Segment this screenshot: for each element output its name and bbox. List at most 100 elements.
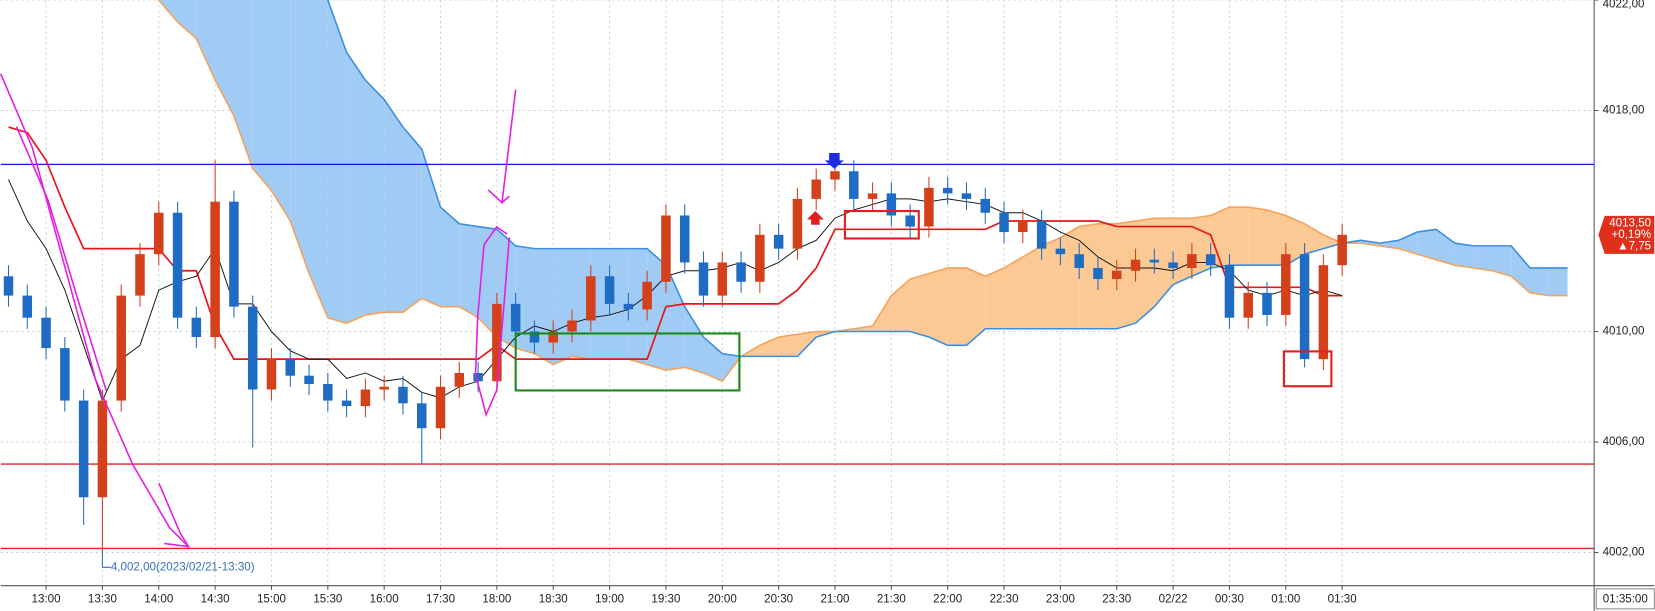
cloud-fill [384, 99, 403, 313]
candle-body [1036, 221, 1047, 249]
cloud-fill [628, 248, 648, 365]
cursor-time-box [1595, 588, 1655, 610]
candle-body [886, 193, 897, 216]
x-tick-label: 19:00 [595, 592, 624, 605]
cloud-fill [309, 0, 328, 318]
candle-body [698, 262, 709, 296]
candle-body [3, 276, 14, 296]
candle-body [604, 276, 615, 304]
y-tick-label: 4006,00 [1603, 435, 1645, 448]
candle-body [22, 295, 33, 318]
low-marker-line [101, 552, 111, 568]
cloud-fill [684, 306, 704, 373]
price-tag [1598, 215, 1655, 254]
x-tick-label: 15:30 [313, 592, 342, 605]
candle-body [191, 317, 202, 338]
candle-body [285, 359, 296, 376]
candle-body [323, 384, 333, 401]
cloud-fill [1041, 237, 1061, 329]
candle-body [1074, 254, 1084, 268]
kijun-line [8, 126, 1343, 360]
candle-body [229, 201, 239, 307]
candle-body [135, 254, 145, 296]
cloud-fill [290, 0, 310, 274]
candle-body [1018, 221, 1028, 233]
candle-body [755, 234, 765, 282]
candle-body [811, 179, 821, 199]
candle-body [341, 400, 352, 407]
cloud-fill [1267, 209, 1286, 266]
cloud-fill [778, 334, 798, 357]
candle-body [116, 295, 126, 401]
cloud-fill [215, 0, 234, 117]
x-tick-label: 21:30 [877, 592, 906, 605]
x-tick-label: 22:30 [990, 592, 1019, 605]
x-tick-label: 02/22 [1159, 592, 1188, 605]
trend-line [15, 126, 107, 391]
candle-body [679, 215, 690, 263]
cloud-fill [1004, 256, 1023, 329]
candle-body [736, 262, 746, 282]
drawings [0, 73, 1333, 548]
candle-body [1187, 254, 1197, 268]
candle-body [78, 400, 89, 498]
candle-body [586, 276, 596, 321]
signal-arrow-up [806, 211, 824, 225]
cloud-fill [1454, 243, 1474, 268]
cloud-fill [233, 0, 253, 169]
cloud-fill [1173, 218, 1192, 285]
x-tick-label: 21:00 [820, 592, 849, 605]
cursor-time: 01:35:00 [1603, 592, 1648, 605]
candle-body [1093, 267, 1103, 280]
candle-body [642, 281, 652, 310]
candle-body [1130, 259, 1141, 271]
candle-body [1299, 254, 1310, 360]
candle-body [454, 372, 465, 387]
box-highlight [843, 209, 920, 240]
x-tick-label: 01:00 [1271, 592, 1300, 605]
candle-body [360, 389, 371, 407]
candle-body [924, 187, 934, 227]
cloud-fill [1304, 223, 1324, 255]
x-tick-label: 14:00 [144, 592, 173, 605]
span-b-line [326, 0, 1568, 358]
candle-body [1055, 248, 1066, 255]
cloud-fill [910, 273, 929, 338]
cloud-fill [759, 337, 779, 357]
candle-body [999, 212, 1009, 233]
x-tick-label: 13:30 [88, 592, 117, 605]
y-tick-label: 4010,00 [1603, 325, 1645, 338]
candle-body [1224, 265, 1235, 318]
cloud-fill [177, 0, 197, 39]
cloud-fill [271, 0, 291, 222]
candle-body [1318, 265, 1329, 360]
box-highlight [1282, 350, 1333, 388]
candle-body [210, 201, 220, 338]
y-tick-label: 4018,00 [1603, 104, 1645, 117]
candle-body [379, 386, 389, 390]
x-tick-label: 23:00 [1046, 592, 1075, 605]
cloud-fill [797, 331, 817, 357]
x-tick-label: 22:00 [933, 592, 962, 605]
x-tick-label: 23:30 [1102, 592, 1131, 605]
cloud-fill [1248, 207, 1268, 266]
candle-body [623, 303, 634, 310]
x-tick-label: 20:30 [764, 592, 793, 605]
cloud-fill [402, 127, 422, 313]
cloud-fill [365, 80, 385, 315]
candle-body [510, 303, 521, 332]
cloud-fill [1529, 267, 1549, 296]
candle-body [398, 386, 408, 404]
candle-body [1337, 234, 1347, 266]
cloud-fill [1022, 245, 1042, 329]
candle-body [867, 193, 878, 199]
cloud-fill [703, 337, 723, 382]
cloud-fill [1548, 267, 1568, 296]
candle-body [567, 320, 577, 332]
candle-body [961, 193, 972, 199]
x-tick-label: 19:30 [651, 592, 680, 605]
cloud-fill [1079, 223, 1098, 329]
x-tick-label: 16:00 [370, 592, 399, 605]
pointer-stroke [501, 195, 510, 204]
candle-body [417, 403, 427, 429]
